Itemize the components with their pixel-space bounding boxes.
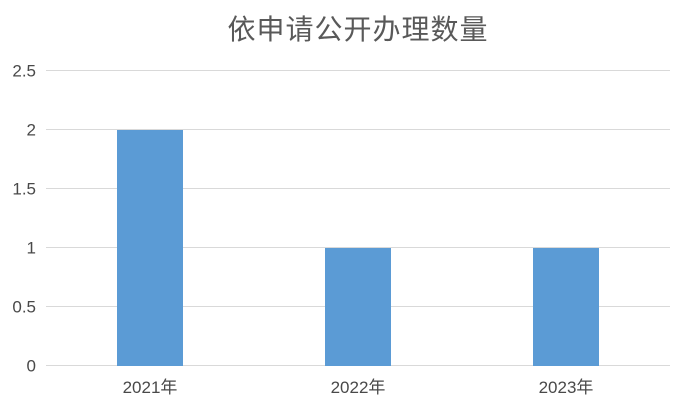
- x-axis: 2021年 2022年 2023年: [46, 373, 670, 398]
- bar-slot: [46, 71, 254, 366]
- gridline: [46, 247, 670, 248]
- y-tick-label: 2: [26, 120, 36, 140]
- y-tick-label: 2.5: [12, 61, 36, 81]
- y-tick-label: 0.5: [12, 297, 36, 317]
- gridline: [46, 70, 670, 71]
- gridline: [46, 188, 670, 189]
- bar-2022年[interactable]: [325, 248, 391, 366]
- bar-2021年[interactable]: [117, 130, 183, 366]
- y-tick-label: 1: [26, 238, 36, 258]
- bar-slot: [254, 71, 462, 366]
- y-tick-label: 0: [26, 356, 36, 376]
- y-axis: 0 0.5 1 1.5 2 2.5: [0, 63, 36, 375]
- gridline: [46, 129, 670, 130]
- x-tick-label: 2021年: [122, 378, 178, 397]
- plot-area: [46, 70, 670, 366]
- bar-slot: [462, 71, 670, 366]
- chart-title: 依申请公开办理数量: [227, 14, 489, 45]
- y-tick-label: 1.5: [12, 179, 36, 199]
- x-tick-label: 2022年: [330, 378, 386, 397]
- bar-2023年[interactable]: [533, 248, 599, 366]
- x-tick-label: 2023年: [538, 378, 594, 397]
- bars-row: [46, 71, 670, 366]
